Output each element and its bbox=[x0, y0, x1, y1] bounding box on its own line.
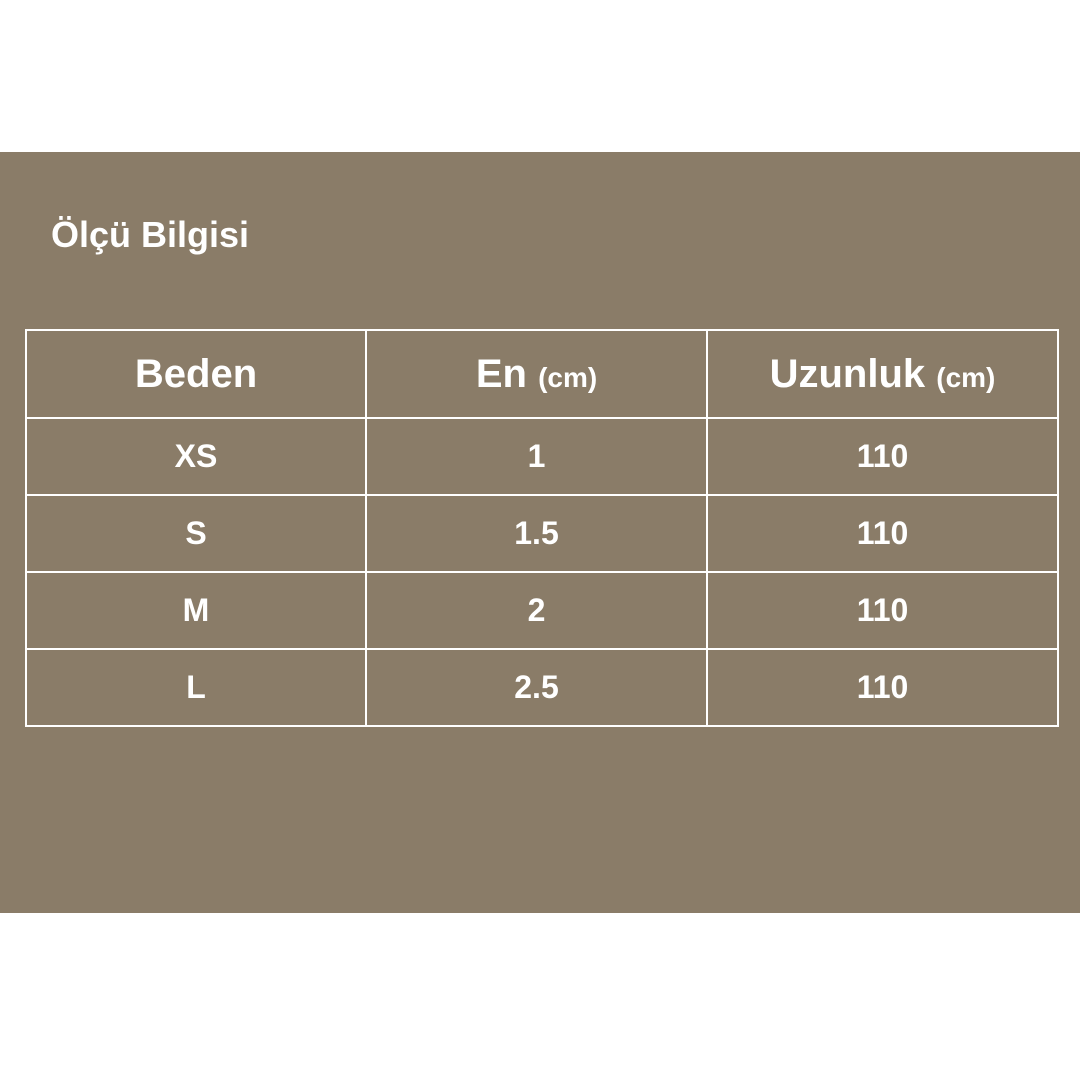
cell-length: 110 bbox=[706, 417, 1059, 496]
cell-width: 1.5 bbox=[365, 494, 708, 573]
header-width: En (cm) bbox=[365, 329, 708, 419]
cell-length: 110 bbox=[706, 494, 1059, 573]
cell-size: M bbox=[25, 571, 367, 650]
table-header-row: Beden En (cm) Uzunluk (cm) bbox=[25, 329, 1059, 419]
cell-width: 2 bbox=[365, 571, 708, 650]
header-size: Beden bbox=[25, 329, 367, 419]
cell-length: 110 bbox=[706, 571, 1059, 650]
cell-width: 1 bbox=[365, 417, 708, 496]
table-row: S 1.5 110 bbox=[25, 494, 1059, 573]
cell-size: XS bbox=[25, 417, 367, 496]
cell-length: 110 bbox=[706, 648, 1059, 727]
table-row: XS 1 110 bbox=[25, 417, 1059, 496]
cell-width: 2.5 bbox=[365, 648, 708, 727]
cell-size: L bbox=[25, 648, 367, 727]
page-title: Ölçü Bilgisi bbox=[51, 214, 250, 255]
size-table: Beden En (cm) Uzunluk (cm) XS 1 110 S 1.5 11… bbox=[25, 329, 1059, 727]
table-row: L 2.5 110 bbox=[25, 648, 1059, 727]
cell-size: S bbox=[25, 494, 367, 573]
size-info-panel: Ölçü Bilgisi Beden En (cm) Uzunluk (cm) … bbox=[0, 152, 1080, 913]
table-row: M 2 110 bbox=[25, 571, 1059, 650]
header-length: Uzunluk (cm) bbox=[706, 329, 1059, 419]
